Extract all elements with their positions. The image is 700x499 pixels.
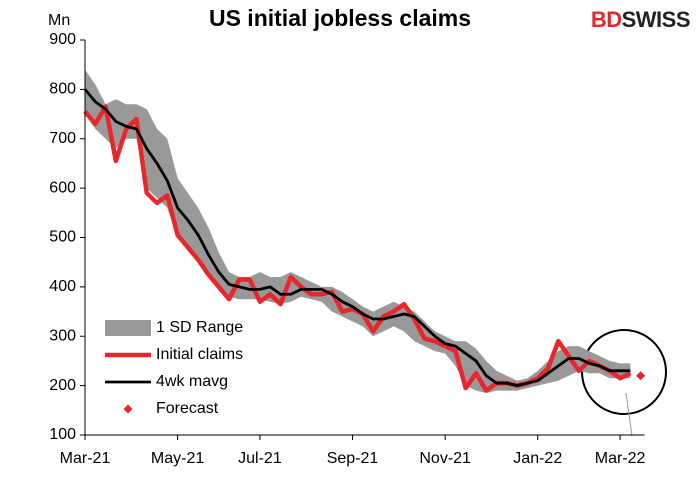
y-tick-label: 200 [49,377,76,394]
logo-part: SWISS [622,7,690,32]
x-tick-label: Nov-21 [419,450,471,467]
x-tick-label: Jul-21 [238,450,282,467]
highlight-circle [581,329,667,415]
y-tick-label: 500 [49,229,76,246]
legend-label: Initial claims [156,346,243,363]
y-axis-label: Mn [48,12,70,29]
y-tick-label: 900 [49,31,76,48]
legend-label: 4wk mavg [156,373,228,390]
forecast-point [636,371,646,381]
legend-swatch [105,320,151,336]
legend-label: 1 SD Range [156,319,243,336]
y-tick-label: 100 [49,426,76,443]
legend-label: Forecast [156,400,219,417]
logo: BDSWISS [591,7,690,32]
y-tick-label: 800 [49,81,76,98]
y-tick-label: 700 [49,130,76,147]
y-tick-label: 400 [49,278,76,295]
legend-swatch [123,404,133,414]
x-tick-label: Mar-22 [595,450,646,467]
x-tick-label: May-21 [151,450,204,467]
x-tick-label: Jan-22 [513,450,562,467]
y-tick-label: 300 [49,327,76,344]
pointer-line [625,392,633,437]
x-tick-label: Sep-21 [327,450,379,467]
y-tick-label: 600 [49,179,76,196]
series-line [83,88,631,388]
chart-title: US initial jobless claims [209,5,471,31]
range-band [85,69,631,394]
plot [83,69,646,394]
x-tick-label: Mar-21 [60,450,111,467]
logo-part: BD [591,7,622,32]
